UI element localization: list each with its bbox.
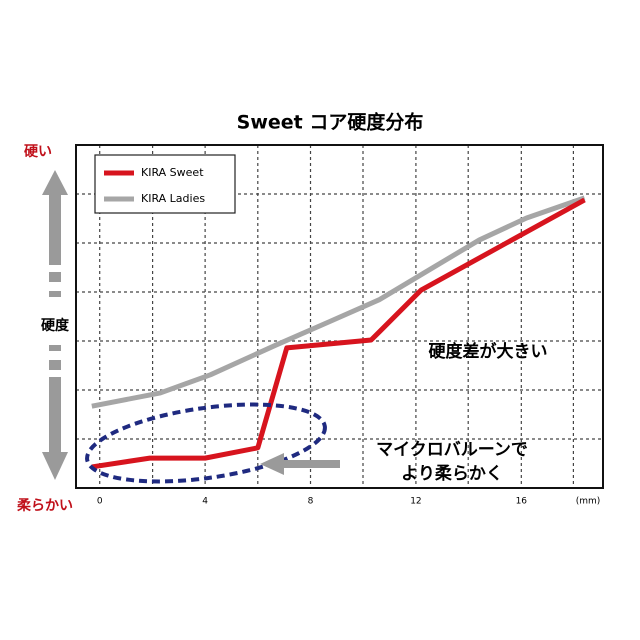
y-label-middle: 硬度 bbox=[41, 317, 70, 334]
y-label-bottom: 柔らかい bbox=[16, 498, 73, 514]
annotation: 硬度差が大きい bbox=[429, 341, 548, 362]
arrow-dash bbox=[49, 345, 61, 351]
pointer-arrow bbox=[260, 453, 340, 475]
x-tick-label: 16 bbox=[516, 497, 528, 507]
x-tick-label: 0 bbox=[97, 497, 103, 507]
arrow-shaft bbox=[49, 195, 61, 265]
highlight-ellipse bbox=[85, 402, 327, 484]
arrow-dash bbox=[49, 291, 61, 297]
arrow-dash bbox=[49, 272, 61, 282]
arrow-head bbox=[42, 170, 68, 195]
x-tick-label: 12 bbox=[410, 497, 421, 507]
x-axis-label: (mm) bbox=[576, 497, 601, 507]
y-arrows bbox=[42, 170, 68, 480]
plot-frame bbox=[75, 144, 604, 489]
arrow-head bbox=[260, 453, 284, 475]
legend: KIRA Sweet KIRA Ladies bbox=[104, 166, 205, 205]
arrow-shaft bbox=[282, 460, 340, 468]
legend-label: KIRA Sweet bbox=[141, 166, 204, 179]
x-tick-label: 4 bbox=[202, 497, 208, 507]
y-label-top: 硬い bbox=[24, 144, 52, 160]
legend-label: KIRA Ladies bbox=[141, 192, 205, 205]
arrow-shaft bbox=[49, 377, 61, 452]
x-tick-label: 8 bbox=[308, 497, 314, 507]
series-line bbox=[91, 195, 586, 409]
grid bbox=[76, 145, 603, 488]
arrow-dash bbox=[49, 360, 61, 370]
arrow-head bbox=[42, 452, 68, 480]
marks bbox=[91, 195, 586, 470]
series-line bbox=[91, 197, 586, 470]
annotation: より柔らかく bbox=[401, 464, 503, 484]
chart-title: Sweet コア硬度分布 bbox=[237, 111, 424, 134]
annotation: マイクロバルーンで bbox=[376, 440, 528, 460]
legend-box bbox=[94, 154, 236, 214]
